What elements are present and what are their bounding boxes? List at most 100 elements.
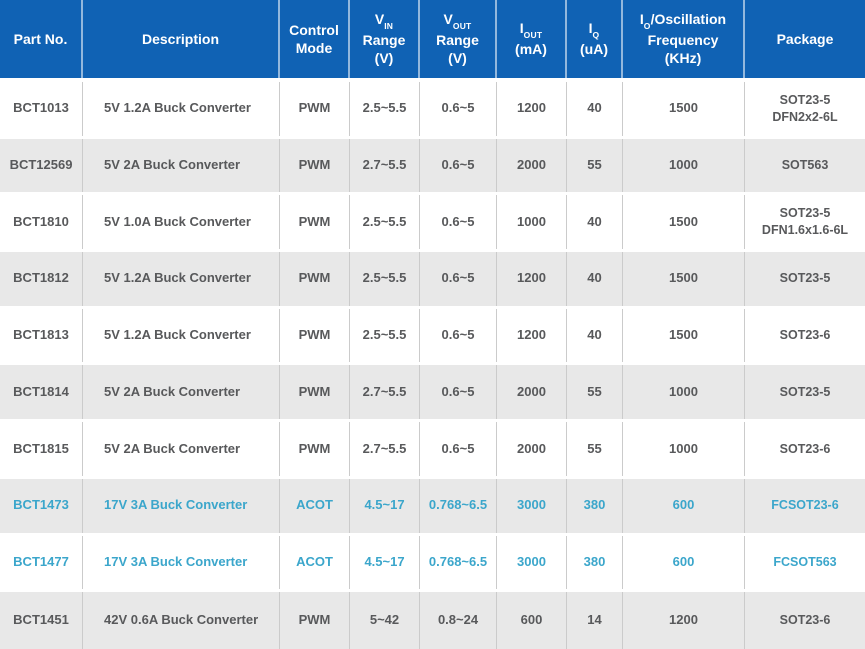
- cell-iq: 40: [567, 252, 623, 306]
- cell-vin: 2.5~5.5: [350, 308, 420, 363]
- cell-desc: 17V 3A Buck Converter: [83, 478, 280, 533]
- header-label-rest: (uA): [580, 41, 608, 58]
- cell-part: BCT1815: [0, 422, 83, 476]
- column-header-freq: IO/Oscillation Frequency (KHz): [623, 0, 745, 78]
- table-row: BCT1812 5V 1.2A Buck Converter PWM 2.5~5.5 0…: [0, 252, 865, 309]
- cell-part: BCT1473: [0, 478, 83, 533]
- cell-vout: 0.6~5: [420, 252, 497, 306]
- header-symbol-tail: /Oscillation: [650, 11, 727, 28]
- cell-iout: 1200: [497, 308, 567, 363]
- cell-desc: 5V 1.2A Buck Converter: [83, 308, 280, 363]
- table-row: BCT1451 42V 0.6A Buck Converter PWM 5~42 0.8…: [0, 592, 865, 649]
- cell-iout: 2000: [497, 365, 567, 420]
- cell-vout: 0.6~5: [420, 138, 497, 193]
- table-row: BCT1477 17V 3A Buck Converter ACOT 4.5~17 0.…: [0, 535, 865, 593]
- cell-iq: 40: [567, 82, 623, 136]
- cell-freq: 1000: [623, 365, 745, 420]
- header-symbol-line: VIN: [375, 10, 393, 31]
- column-header-iq: IQ (uA): [567, 0, 623, 78]
- cell-freq: 1500: [623, 195, 745, 250]
- column-header-vout: VOUT Range (V): [420, 0, 497, 78]
- header-subscript: OUT: [452, 21, 472, 32]
- cell-pkg: SOT23-6: [779, 328, 831, 343]
- cell-part: BCT1477: [0, 535, 83, 590]
- cell-vin: 2.7~5.5: [350, 422, 420, 476]
- header-label-rest: Range (V): [362, 32, 406, 67]
- header-label-rest: Frequency (KHz): [647, 32, 719, 67]
- cell-part: BCT1451: [0, 592, 83, 649]
- cell-vout: 0.6~5: [420, 195, 497, 250]
- cell-pkg: SOT563: [781, 158, 829, 173]
- table-row: BCT1815 5V 2A Buck Converter PWM 2.7~5.5 0.6…: [0, 422, 865, 479]
- column-header-desc: Description: [83, 0, 280, 78]
- cell-mode: ACOT: [280, 478, 350, 533]
- cell-iq: 55: [567, 422, 623, 476]
- cell-vin: 4.5~17: [350, 535, 420, 590]
- cell-part: BCT1013: [0, 82, 83, 136]
- cell-iq: 380: [567, 535, 623, 590]
- cell-pkg: SOT23-5: [779, 271, 831, 286]
- cell-part: BCT1810: [0, 195, 83, 250]
- cell-pkg: FCSOT563: [773, 554, 837, 569]
- cell-part: BCT1813: [0, 308, 83, 363]
- cell-iout: 2000: [497, 138, 567, 193]
- table-row: BCT1810 5V 1.0A Buck Converter PWM 2.5~5.5 0…: [0, 195, 865, 253]
- column-header-pkg: Package: [745, 0, 865, 78]
- cell-vin: 2.5~5.5: [350, 195, 420, 250]
- header-symbol: I: [639, 11, 644, 28]
- header-label: Package: [776, 30, 834, 47]
- column-header-vin: VIN Range (V): [350, 0, 420, 78]
- table-row: BCT1473 17V 3A Buck Converter ACOT 4.5~17 0.…: [0, 478, 865, 536]
- header-label: Description: [141, 30, 219, 47]
- cell-vout: 0.6~5: [420, 82, 497, 136]
- header-label: Control Mode: [289, 21, 339, 56]
- header-subscript: Q: [592, 30, 600, 41]
- cell-desc: 5V 2A Buck Converter: [83, 365, 280, 420]
- header-symbol: I: [588, 20, 593, 37]
- cell-vout: 0.768~6.5: [420, 478, 497, 533]
- column-header-part: Part No.: [0, 0, 83, 78]
- cell-freq: 1200: [623, 592, 745, 649]
- cell-pkg: SOT23-5 DFN2x2-6L: [772, 92, 838, 124]
- cell-desc: 5V 1.0A Buck Converter: [83, 195, 280, 250]
- cell-freq: 600: [623, 535, 745, 590]
- cell-vin: 2.7~5.5: [350, 365, 420, 420]
- cell-desc: 5V 1.2A Buck Converter: [83, 82, 280, 136]
- cell-vout: 0.6~5: [420, 365, 497, 420]
- cell-mode: PWM: [280, 82, 350, 136]
- cell-iout: 1200: [497, 252, 567, 306]
- header-symbol: V: [374, 11, 385, 28]
- cell-iq: 380: [567, 478, 623, 533]
- cell-iq: 40: [567, 195, 623, 250]
- cell-mode: PWM: [280, 365, 350, 420]
- header-subscript: IN: [384, 21, 394, 32]
- header-symbol-line: IO/Oscillation: [640, 10, 726, 31]
- cell-iq: 40: [567, 308, 623, 363]
- cell-pkg: FCSOT23-6: [771, 498, 839, 513]
- cell-iq: 55: [567, 365, 623, 420]
- cell-mode: PWM: [280, 138, 350, 193]
- cell-mode: PWM: [280, 252, 350, 306]
- cell-desc: 5V 2A Buck Converter: [83, 138, 280, 193]
- header-symbol-line: VOUT: [444, 10, 472, 31]
- header-symbol: I: [519, 20, 524, 37]
- cell-vout: 0.6~5: [420, 308, 497, 363]
- table-row: BCT1814 5V 2A Buck Converter PWM 2.7~5.5 0.6…: [0, 365, 865, 423]
- cell-freq: 1500: [623, 308, 745, 363]
- cell-desc: 5V 2A Buck Converter: [83, 422, 280, 476]
- header-label: Part No.: [13, 30, 68, 47]
- header-label-rest: Range (V): [436, 32, 479, 67]
- cell-part: BCT1812: [0, 252, 83, 306]
- cell-iout: 3000: [497, 535, 567, 590]
- header-row: Part No. Description Control Mode VIN Range …: [0, 0, 865, 82]
- cell-freq: 600: [623, 478, 745, 533]
- cell-iq: 55: [567, 138, 623, 193]
- cell-pkg: SOT23-5 DFN1.6x1.6-6L: [761, 206, 849, 238]
- cell-mode: PWM: [280, 308, 350, 363]
- header-symbol-line: IOUT: [520, 19, 542, 40]
- cell-vin: 5~42: [350, 592, 420, 649]
- cell-freq: 1500: [623, 252, 745, 306]
- header-symbol-line: IQ: [589, 19, 600, 40]
- cell-vin: 4.5~17: [350, 478, 420, 533]
